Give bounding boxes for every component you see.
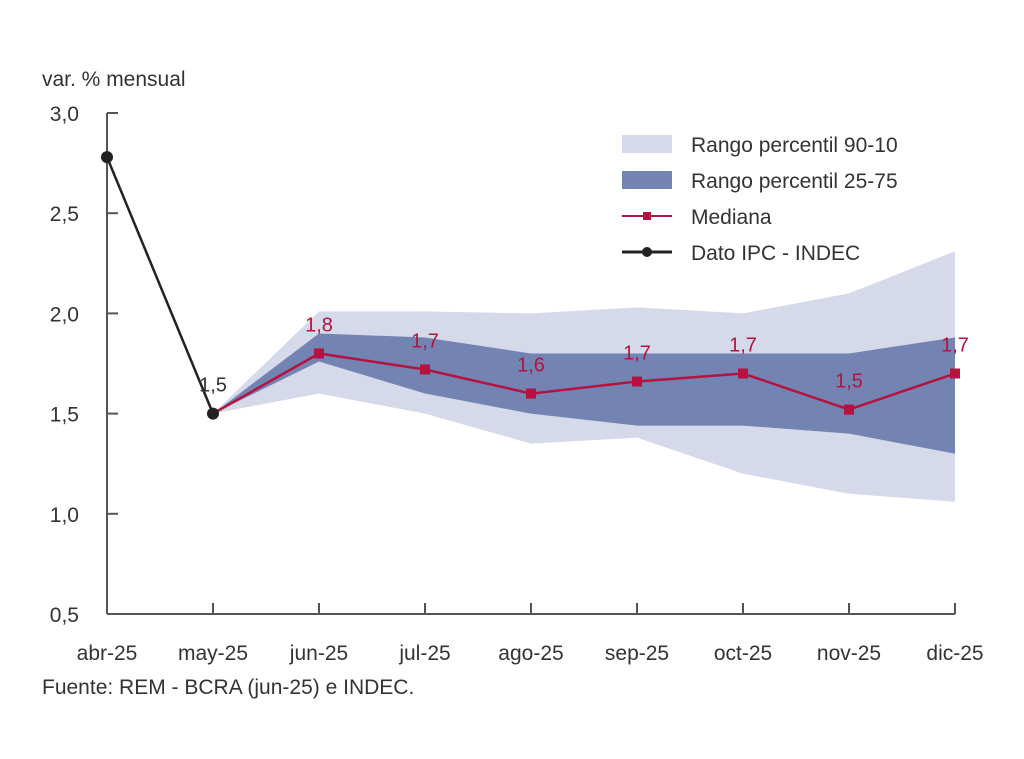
y-tick-label: 1,5 xyxy=(50,404,79,427)
median-marker xyxy=(632,376,642,387)
source-note: Fuente: REM - BCRA (jun-25) e INDEC. xyxy=(42,676,415,699)
y-tick-label: 2,0 xyxy=(50,303,79,326)
legend: Rango percentil 90-10 Rango percentil 25-… xyxy=(622,134,898,265)
median-marker xyxy=(738,368,748,379)
x-tick-label: dic-25 xyxy=(926,642,983,665)
legend-swatch-25-75 xyxy=(622,171,672,189)
legend-median-marker xyxy=(643,212,651,220)
legend-label: Mediana xyxy=(691,206,772,229)
x-tick-label: may-25 xyxy=(178,642,248,665)
legend-swatch-90-10 xyxy=(622,135,672,153)
legend-label: Dato IPC - INDEC xyxy=(691,242,860,265)
median-marker xyxy=(526,388,536,399)
x-tick-label: jun-25 xyxy=(289,642,348,665)
median-data-label: 1,6 xyxy=(517,355,545,377)
median-marker xyxy=(420,364,430,375)
median-marker xyxy=(844,404,854,415)
x-tick-label: sep-25 xyxy=(605,642,669,665)
y-tick-label: 2,5 xyxy=(50,203,79,226)
ipc-marker xyxy=(101,151,113,164)
x-tick-label: oct-25 xyxy=(714,642,772,665)
x-tick-label: abr-25 xyxy=(77,642,138,665)
median-data-label: 1,7 xyxy=(729,335,757,357)
axes-layer: 0,5 1,0 1,5 2,0 2,5 3,0 abr-25 may-25 jun-25 jul-… xyxy=(50,103,984,665)
median-data-label: 1,7 xyxy=(411,331,439,353)
median-marker xyxy=(314,348,324,359)
lines-layer: 1,8 1,7 1,6 1,7 1,7 1,5 1,7 1,5 xyxy=(101,151,969,420)
median-line xyxy=(212,352,956,415)
median-data-label: 1,5 xyxy=(835,371,863,393)
x-tick-label: nov-25 xyxy=(817,642,881,665)
ipc-marker xyxy=(207,407,219,420)
y-tick-label: 1,0 xyxy=(50,504,79,527)
ipc-data-label: 1,5 xyxy=(199,375,227,397)
legend-ipc-marker xyxy=(642,247,652,257)
y-tick-label: 0,5 xyxy=(50,604,79,627)
median-data-label: 1,7 xyxy=(941,335,969,357)
median-data-label: 1,7 xyxy=(623,343,651,365)
bands-layer xyxy=(213,251,955,502)
band-percentile-25-75 xyxy=(213,333,955,454)
y-axis-title: var. % mensual xyxy=(42,68,186,91)
legend-label: Rango percentil 25-75 xyxy=(691,170,898,193)
x-tick-label: ago-25 xyxy=(498,642,563,665)
legend-label: Rango percentil 90-10 xyxy=(691,134,898,157)
ipc-line xyxy=(105,156,215,415)
x-tick-label: jul-25 xyxy=(398,642,450,665)
median-marker xyxy=(950,368,960,379)
median-data-label: 1,8 xyxy=(305,314,333,336)
y-tick-label: 3,0 xyxy=(50,103,79,126)
